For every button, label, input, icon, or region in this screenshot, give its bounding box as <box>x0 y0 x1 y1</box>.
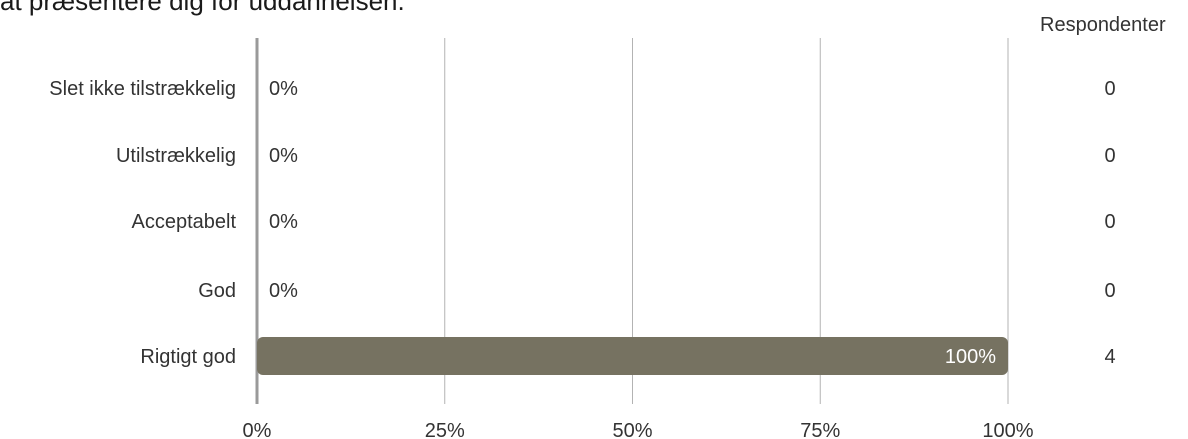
respondent-count: 0 <box>1104 211 1115 233</box>
bar <box>257 337 1008 375</box>
category-label: God <box>198 280 236 302</box>
x-tick-label: 50% <box>612 420 652 439</box>
question-title: at præsentere dig for uddannelsen. <box>0 0 405 16</box>
value-label: 0% <box>269 145 298 167</box>
respondents-header: Respondenter <box>1040 14 1166 36</box>
x-tick-label: 0% <box>243 420 272 439</box>
x-tick-label: 75% <box>800 420 840 439</box>
x-tick-label: 25% <box>425 420 465 439</box>
labels: 0% 25% 50% 75% 100% Slet ikke tilstrækkelig 0%… <box>49 78 1115 439</box>
respondent-count: 4 <box>1104 346 1115 368</box>
value-label: 0% <box>269 280 298 302</box>
respondent-count: 0 <box>1104 280 1115 302</box>
respondent-count: 0 <box>1104 78 1115 100</box>
respondent-count: 0 <box>1104 145 1115 167</box>
value-label: 0% <box>269 211 298 233</box>
bars <box>257 337 1008 375</box>
value-label: 0% <box>269 78 298 100</box>
value-label: 100% <box>945 346 996 368</box>
category-label: Utilstrækkelig <box>116 145 236 167</box>
x-tick-label: 100% <box>982 420 1033 439</box>
category-label: Slet ikke tilstrækkelig <box>49 78 236 100</box>
category-label: Acceptabelt <box>131 211 236 233</box>
category-label: Rigtigt god <box>140 346 236 368</box>
